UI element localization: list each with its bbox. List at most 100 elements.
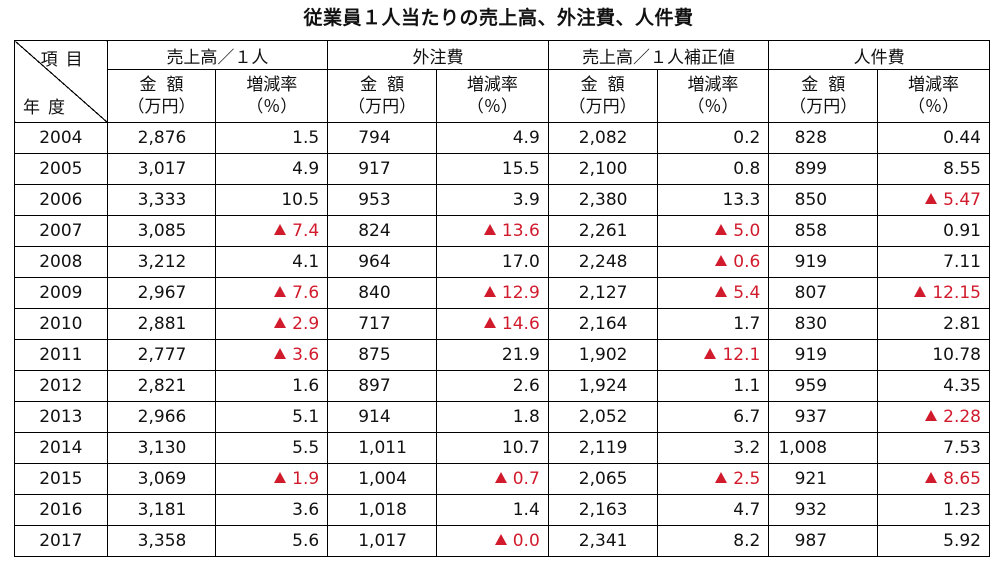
table-row: 2015 3,069 1.9 1,004 0.7 2,065 2.5 921 8.65: [14, 463, 990, 495]
rate-cell: 8.55: [877, 153, 990, 185]
rate-cell: 7.4: [215, 215, 329, 247]
rate-value: 21.9: [501, 345, 540, 365]
rate-value: 10.78: [932, 345, 981, 365]
rate-cell: 4.35: [877, 370, 990, 402]
rate-cell: 1.1: [656, 370, 770, 402]
rate-cell: 5.5: [215, 432, 329, 464]
year-cell: 2009: [14, 277, 108, 309]
rate-cell: 3.6: [215, 339, 329, 371]
amount-cell: 3,333: [106, 184, 217, 216]
amount-cell: 2,082: [547, 122, 658, 154]
amount-cell: 850: [768, 184, 879, 216]
amount-cell: 987: [768, 525, 879, 557]
amount-cell: 3,181: [106, 494, 217, 526]
amount-cell: 1,902: [547, 339, 658, 371]
rate-cell: 4.9: [435, 122, 549, 154]
year-cell: 2011: [14, 339, 108, 371]
year-cell: 2015: [14, 463, 108, 495]
rate-cell: 2.81: [877, 308, 990, 340]
amount-cell: 1,008: [768, 432, 879, 464]
amount-cell: 2,248: [547, 246, 658, 278]
rate-cell: 3.6: [215, 494, 329, 526]
rate-cell: 1.4: [435, 494, 549, 526]
rate-value: 6.7: [733, 407, 761, 427]
amount-cell: 899: [768, 153, 879, 185]
amount-cell: 3,085: [106, 215, 217, 247]
rate-value: 5.92: [943, 531, 981, 551]
header-corner-cell: 項目 年度: [14, 40, 108, 123]
rate-value: 2.5: [733, 469, 761, 489]
negative-triangle-icon: [274, 286, 287, 297]
rate-cell: 15.5: [435, 153, 549, 185]
rate-cell: 13.6: [435, 215, 549, 247]
negative-triangle-icon: [704, 348, 717, 359]
amount-cell: 794: [327, 122, 437, 154]
rate-cell: 5.4: [656, 277, 770, 309]
header-row-groups: 項目 年度 売上高／１人 外注費 売上高／１人補正値 人件費: [14, 40, 990, 123]
amount-cell: 2,876: [106, 122, 217, 154]
amount-cell: 2,261: [547, 215, 658, 247]
rate-cell: 1.5: [215, 122, 329, 154]
amount-cell: 1,924: [547, 370, 658, 402]
amount-cell: 897: [327, 370, 437, 402]
rate-cell: 2.28: [877, 401, 990, 433]
rate-cell: 5.92: [877, 525, 990, 557]
rate-cell: 6.7: [656, 401, 770, 433]
rate-value: 5.47: [943, 190, 981, 210]
sub-header-amount-unit: （万円）: [789, 97, 858, 117]
year-cell: 2010: [14, 308, 108, 340]
table-row: 2014 3,130 5.5 1,011 10.7 2,119 3.2 1,008 7.53: [14, 432, 990, 464]
negative-triangle-icon: [494, 472, 507, 483]
amount-cell: 2,380: [547, 184, 658, 216]
year-cell: 2005: [14, 153, 108, 185]
rate-cell: 10.7: [435, 432, 549, 464]
rate-value: 8.55: [943, 159, 981, 179]
rate-value: 0.8: [733, 159, 761, 179]
table-row: 2012 2,821 1.6 897 2.6 1,924 1.1 959 4.35: [14, 370, 990, 402]
amount-cell: 2,164: [547, 308, 658, 340]
year-cell: 2008: [14, 246, 108, 278]
negative-triangle-icon: [274, 224, 287, 235]
year-cell: 2013: [14, 401, 108, 433]
header-row-sub: 金額 （万円） 増減率 （％） 金額 （万円） 増減率 （％） 金額 （万円） 増減率 （％） 金額 （万…: [15, 69, 990, 123]
year-cell: 2006: [14, 184, 108, 216]
amount-cell: 2,341: [547, 525, 658, 557]
group-header-sales-per-person: 売上高／１人: [106, 40, 329, 70]
corner-year-label: 年度: [23, 98, 73, 118]
rate-value: 8.65: [943, 469, 981, 489]
rate-cell: 13.3: [656, 184, 770, 216]
table-row: 2017 3,358 5.6 1,017 0.0 2,341 8.2 987 5.92: [14, 525, 990, 557]
amount-cell: 2,119: [547, 432, 658, 464]
rate-cell: 2.6: [435, 370, 549, 402]
table-body: 2004 2,876 1.5 794 4.9 2,082 0.2 828 0.44 2005 3,0…: [14, 122, 990, 557]
amount-cell: 2,966: [106, 401, 217, 433]
table-row: 2005 3,017 4.9 917 15.5 2,100 0.8 899 8.55: [14, 153, 990, 185]
amount-cell: 3,212: [106, 246, 217, 278]
amount-cell: 1,017: [327, 525, 437, 557]
rate-value: 5.0: [733, 221, 761, 241]
sub-header-rate-unit: （％）: [466, 97, 518, 117]
amount-cell: 3,358: [106, 525, 217, 557]
rate-value: 0.44: [943, 128, 981, 148]
table-row: 2016 3,181 3.6 1,018 1.4 2,163 4.7 932 1.23: [14, 494, 990, 526]
rate-value: 2.9: [292, 314, 320, 334]
rate-cell: 1.8: [435, 401, 549, 433]
rate-cell: 5.0: [656, 215, 770, 247]
amount-cell: 875: [327, 339, 437, 371]
rate-cell: 7.11: [877, 246, 990, 278]
sub-header-rate-unit: （％）: [908, 97, 960, 117]
table-row: 2006 3,333 10.5 953 3.9 2,380 13.3 850 5.47: [14, 184, 990, 216]
amount-cell: 3,069: [106, 463, 217, 495]
rate-value: 1.8: [512, 407, 540, 427]
sub-header-rate-unit: （％）: [246, 97, 298, 117]
rate-value: 0.6: [733, 252, 761, 272]
rate-value: 2.28: [943, 407, 981, 427]
sub-header-rate: 増減率 （％）: [656, 69, 770, 123]
year-cell: 2017: [14, 525, 108, 557]
year-cell: 2012: [14, 370, 108, 402]
year-cell: 2004: [14, 122, 108, 154]
rate-value: 14.6: [501, 314, 540, 334]
rate-cell: 0.44: [877, 122, 990, 154]
rate-cell: 5.47: [877, 184, 990, 216]
